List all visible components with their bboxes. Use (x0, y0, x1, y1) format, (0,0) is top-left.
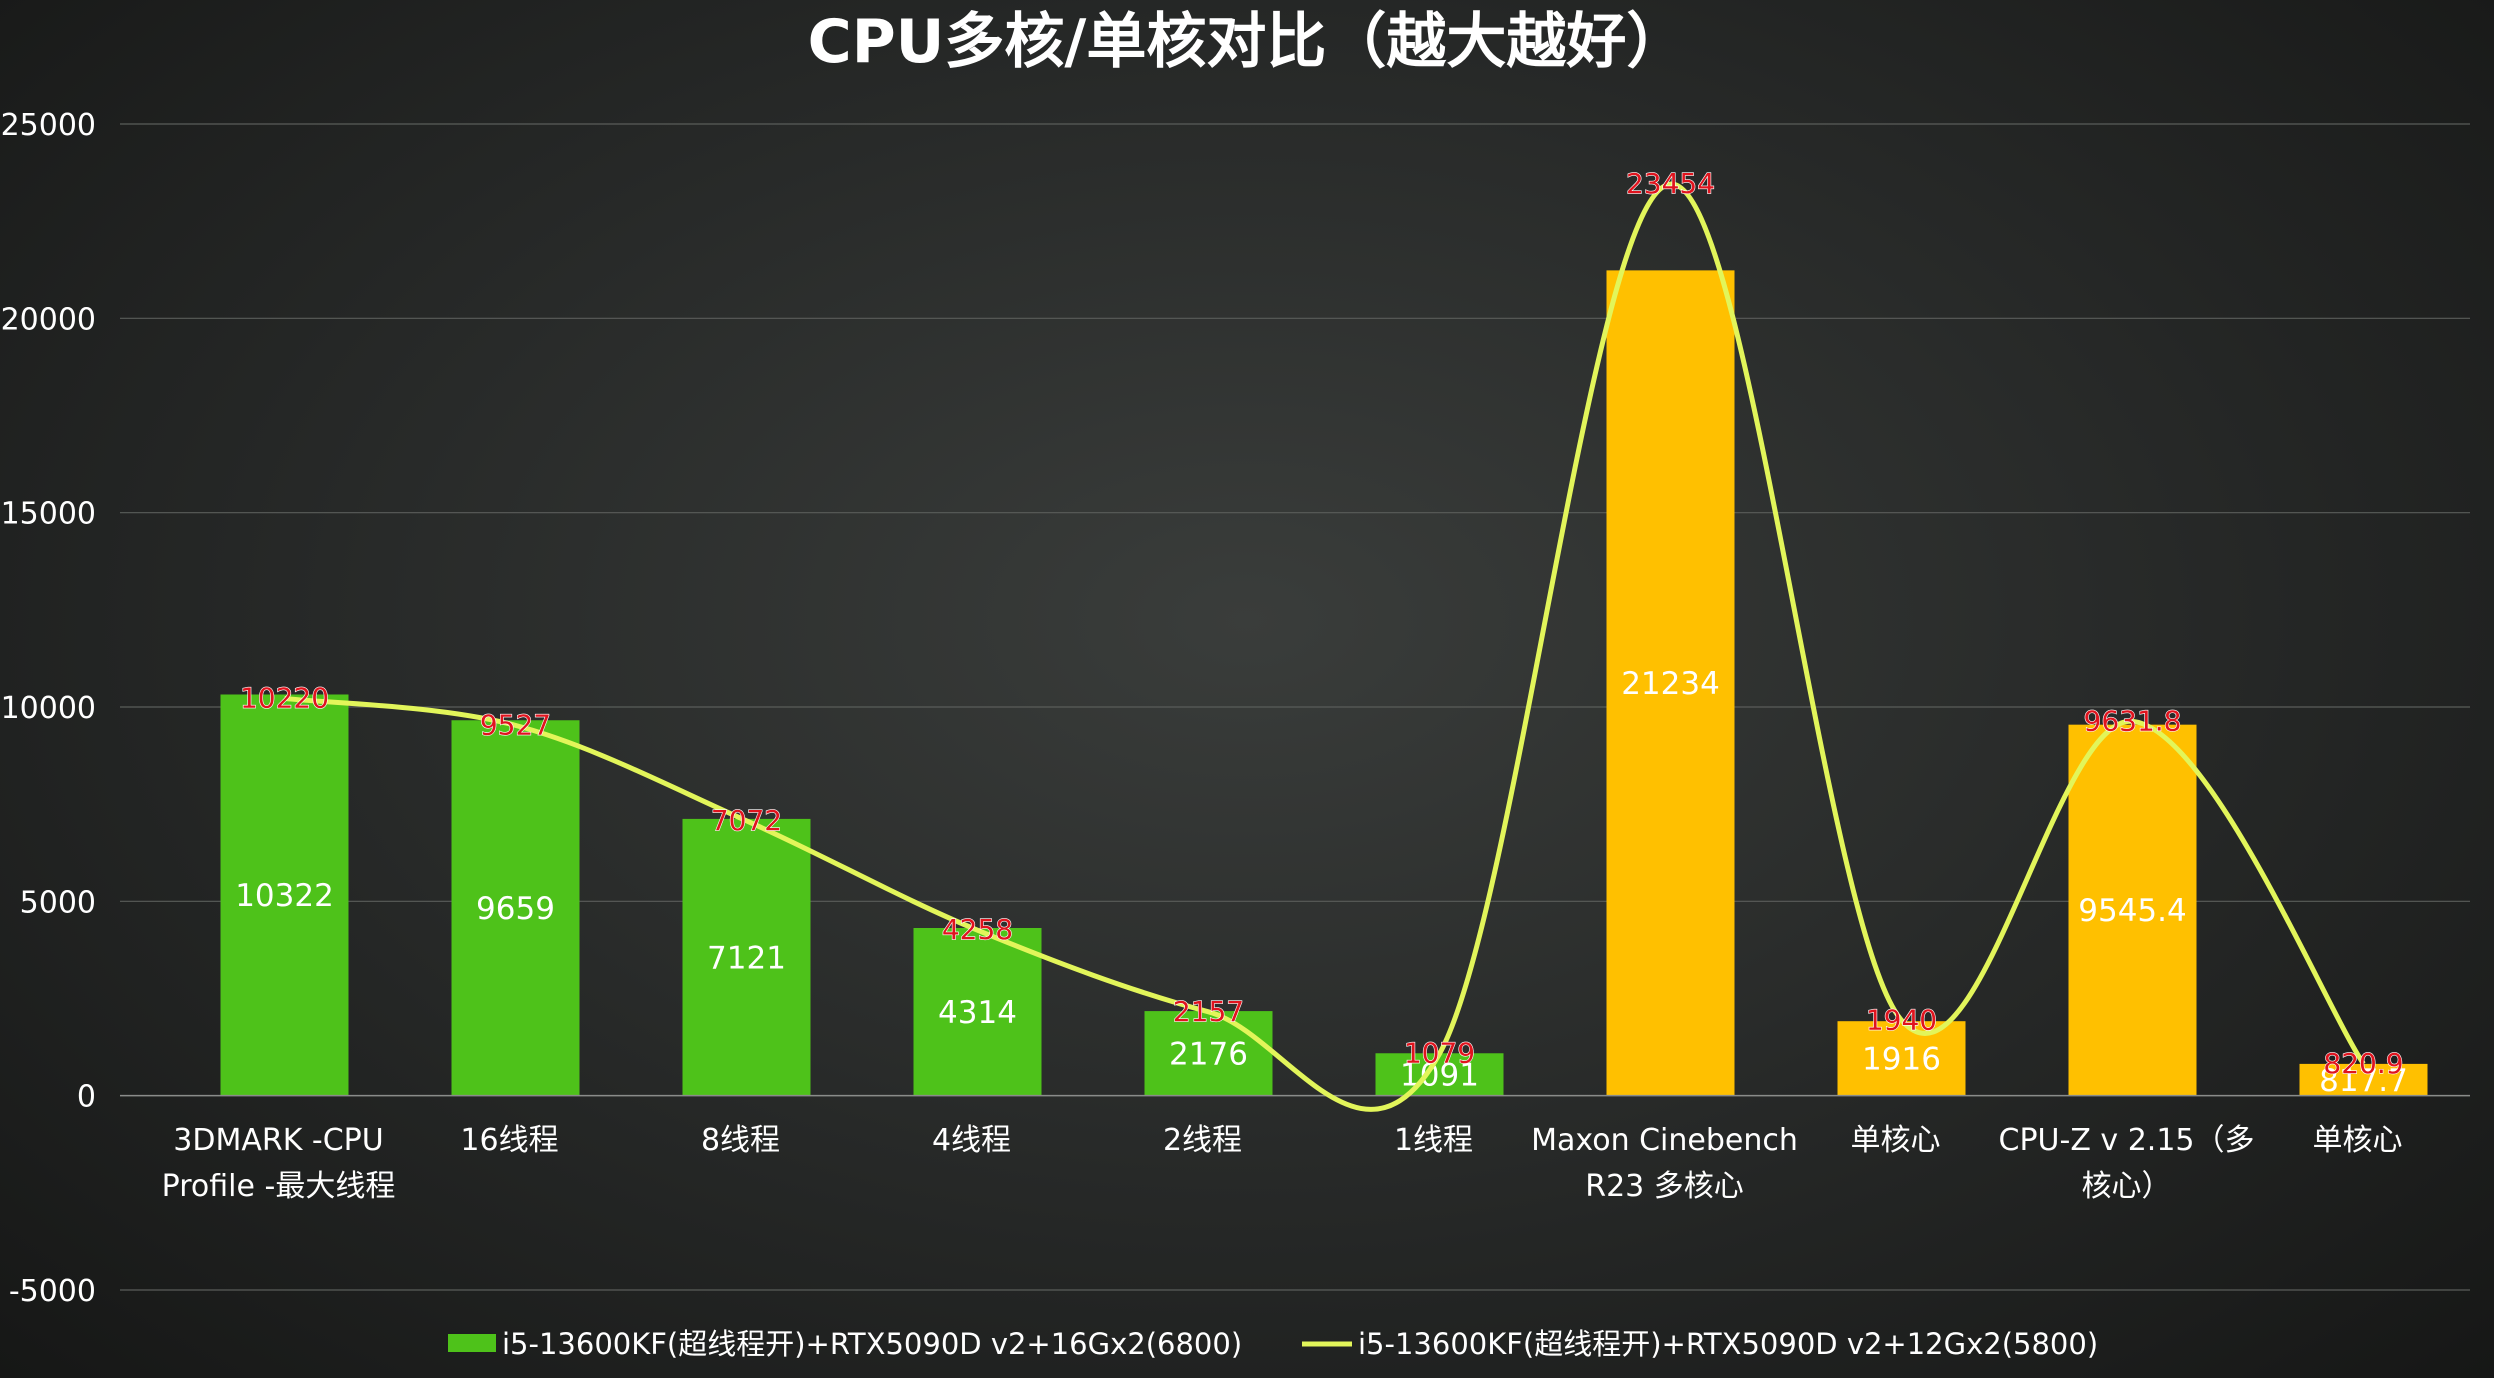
bar (682, 818, 811, 1096)
bar (2068, 724, 2197, 1096)
x-tick-label: 8线程 (701, 1123, 780, 1158)
bar-value-label: 21234 (1621, 666, 1720, 702)
line-data-labels: 10220 9527 7072 4258 2157 1079 23454 1940 9631.8… (239, 166, 2404, 1080)
x-tick-label: 1线程 (1394, 1123, 1473, 1158)
bar-value-label: 10322 (235, 878, 334, 914)
line-value-label: 2157 (1173, 995, 1244, 1028)
bar (451, 720, 580, 1096)
x-tick-label: 3DMARK -CPU (173, 1123, 383, 1158)
legend-swatch-bar (448, 1334, 496, 1352)
x-tick-label: 单核心 (2313, 1123, 2403, 1158)
x-tick-label: CPU-Z v 2.15（多 (1999, 1123, 2255, 1158)
y-tick-label: 15000 (1, 497, 96, 532)
bar-value-label: 4314 (938, 995, 1017, 1031)
x-tick-label: Maxon Cinebench (1531, 1123, 1798, 1158)
line-value-label: 9631.8 (2084, 704, 2182, 737)
y-axis: 25000 20000 15000 10000 5000 0 -5000 (1, 108, 96, 1309)
bar-value-label: 9659 (476, 891, 555, 927)
x-axis: 3DMARK -CPU Profile -最大线程 16线程 8线程 4线程 2线程 1线程… (162, 1123, 2403, 1204)
line-value-label: 23454 (1626, 167, 1715, 200)
x-tick-label: Profile -最大线程 (162, 1169, 396, 1204)
bar-series (220, 270, 2428, 1096)
bar (220, 694, 349, 1096)
y-tick-label: -5000 (9, 1274, 96, 1309)
legend-label-bar: i5-13600KF(超线程开)+RTX5090D v2+16Gx2(6800) (502, 1327, 1242, 1361)
y-tick-label: 20000 (1, 302, 96, 337)
x-tick-label: R23 多核心 (1585, 1169, 1744, 1204)
bar-value-label: 9545.4 (2078, 893, 2186, 929)
line-value-label: 820.9 (2323, 1047, 2403, 1080)
bar (1606, 270, 1735, 1096)
y-tick-label: 0 (77, 1080, 96, 1115)
x-tick-label: 4线程 (932, 1123, 1011, 1158)
x-tick-label: 2线程 (1163, 1123, 1242, 1158)
line-series (284, 181, 2366, 1112)
x-tick-label: 16线程 (460, 1123, 558, 1158)
line-value-label: 4258 (942, 913, 1013, 946)
bar-data-labels: 10322 965971214314217610912123419169545.4… (235, 666, 2408, 1099)
chart-title: CPU多核/单核对比（越大越好） (808, 7, 1687, 77)
line-value-label: 1079 (1404, 1037, 1475, 1070)
y-tick-label: 25000 (1, 108, 96, 143)
y-tick-label: 5000 (20, 885, 96, 920)
x-tick-label: 单核心 (1851, 1123, 1941, 1158)
line-value-label: 9527 (480, 708, 551, 741)
bar (1144, 1011, 1273, 1096)
bar-value-label: 817.7 (2319, 1063, 2408, 1099)
line-value-label: 10220 (240, 681, 329, 714)
bar-value-label: 2176 (1169, 1036, 1248, 1072)
bar (913, 927, 1042, 1096)
bar (2299, 1063, 2428, 1096)
legend: i5-13600KF(超线程开)+RTX5090D v2+16Gx2(6800)… (448, 1327, 2098, 1361)
bar (1837, 1021, 1966, 1096)
bar (1375, 1053, 1504, 1096)
line-value-label: 1940 (1866, 1003, 1937, 1036)
bar-value-label: 1916 (1862, 1041, 1941, 1077)
legend-label-line: i5-13600KF(超线程开)+RTX5090D v2+12Gx2(5800) (1358, 1327, 2098, 1361)
y-tick-label: 10000 (1, 691, 96, 726)
x-tick-label: 核心） (2082, 1169, 2172, 1204)
line-value-label: 7072 (711, 804, 782, 837)
bar-value-label: 7121 (707, 940, 786, 976)
